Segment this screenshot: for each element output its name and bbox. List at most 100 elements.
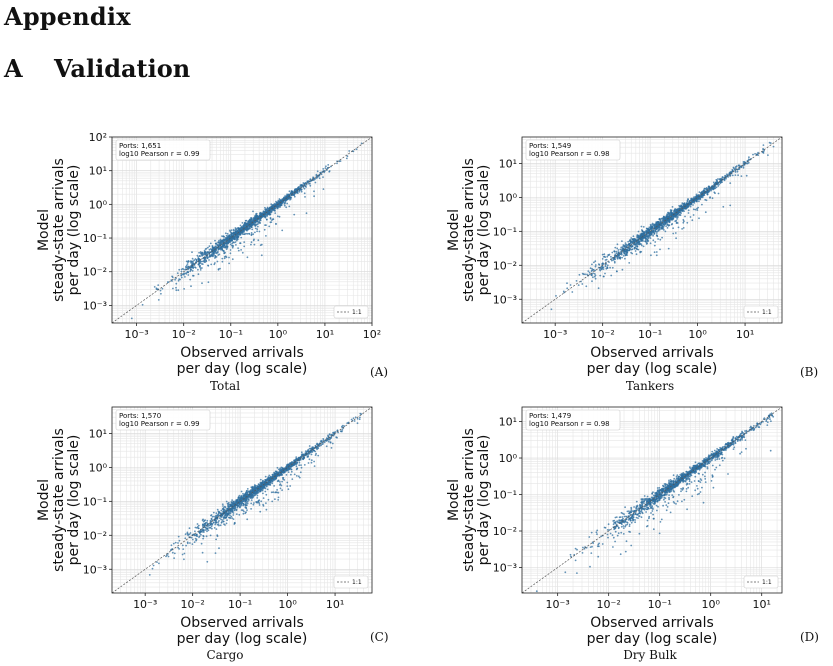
scatter-point	[227, 512, 230, 515]
scatter-point	[624, 242, 627, 244]
scatter-point	[286, 485, 289, 487]
scatter-point	[256, 223, 259, 226]
legend-label: 1:1	[762, 309, 772, 316]
stats-text: Ports: 1,651	[119, 142, 161, 150]
scatter-chart-dry-bulk: 10⁻³ 10⁻² 10⁻¹ 10⁰ 10¹10⁻³10⁻²10⁻¹10⁰10¹Obse…	[446, 406, 783, 647]
scatter-point	[167, 555, 170, 558]
scatter-point	[203, 252, 206, 254]
scatter-point	[222, 235, 225, 237]
scatter-point	[160, 292, 162, 295]
scatter-point	[694, 208, 697, 211]
scatter-point	[242, 512, 245, 515]
panel-caption-a: Total	[209, 379, 241, 393]
scatter-point	[157, 299, 160, 301]
scatter-point	[245, 498, 248, 500]
scatter-point	[213, 515, 215, 518]
scatter-point	[642, 245, 645, 248]
scatter-point	[668, 224, 670, 226]
scatter-point	[214, 255, 217, 257]
scatter-point	[698, 191, 701, 193]
scatter-point	[286, 193, 288, 196]
scatter-point	[313, 449, 315, 452]
scatter-point	[235, 231, 237, 234]
scatter-point	[178, 548, 181, 550]
scatter-point	[690, 197, 692, 200]
scatter-point	[578, 273, 581, 276]
scatter-point	[234, 241, 237, 243]
scatter-point	[209, 534, 212, 537]
y-tick-label: 10⁻¹	[83, 495, 107, 508]
scatter-point	[231, 246, 234, 249]
scatter-point	[250, 217, 253, 219]
scatter-point	[594, 264, 597, 266]
scatter-point	[213, 252, 216, 255]
scatter-point	[248, 226, 251, 229]
scatter-point	[310, 461, 313, 464]
appendix-heading: Appendix	[4, 2, 131, 31]
scatter-point	[274, 470, 277, 473]
scatter-point	[237, 247, 240, 249]
scatter-point	[230, 515, 233, 518]
scatter-point	[652, 229, 655, 232]
scatter-point	[193, 263, 196, 266]
scatter-point	[646, 239, 649, 241]
scatter-point	[211, 522, 214, 525]
y-tick-label: 10⁻²	[83, 266, 107, 279]
scatter-point	[272, 205, 275, 208]
scatter-point	[300, 466, 303, 469]
scatter-point	[290, 196, 293, 199]
scatter-point	[761, 151, 764, 154]
scatter-point	[262, 492, 264, 495]
scatter-point	[602, 268, 605, 270]
scatter-point	[178, 539, 181, 542]
scatter-point	[623, 252, 626, 255]
scatter-point	[622, 247, 624, 250]
scatter-point	[275, 472, 278, 475]
scatter-point	[244, 494, 247, 496]
scatter-point	[651, 225, 654, 228]
scatter-point	[346, 155, 349, 158]
scatter-point	[238, 513, 241, 516]
scatter-point	[230, 229, 233, 232]
scatter-point	[217, 243, 220, 246]
scatter-point	[355, 148, 358, 151]
scatter-point	[217, 241, 220, 243]
panel-label-a: (A)	[370, 365, 389, 379]
scatter-point	[253, 243, 256, 246]
scatter-point	[280, 204, 283, 207]
scatter-point	[736, 170, 739, 173]
scatter-point	[185, 260, 188, 263]
scatter-point	[220, 521, 223, 523]
scatter-point	[278, 484, 281, 486]
scatter-point	[285, 206, 288, 209]
scatter-point	[156, 561, 158, 563]
scatter-point	[611, 251, 614, 254]
scatter-point	[679, 208, 682, 210]
x-tick-label: 10⁻²	[181, 598, 205, 611]
scatter-point	[201, 254, 204, 257]
scatter-point	[175, 282, 178, 285]
scatter-point	[766, 424, 769, 426]
scatter-point	[259, 213, 262, 216]
scatter-point	[652, 223, 655, 226]
scatter-point	[183, 552, 186, 555]
scatter-point	[251, 228, 254, 231]
scatter-point	[256, 228, 259, 231]
scatter-point	[222, 505, 224, 507]
scatter-point	[252, 494, 255, 496]
data-points	[550, 141, 775, 311]
scatter-point	[603, 253, 606, 256]
scatter-point	[584, 273, 586, 276]
scatter-point	[267, 208, 270, 210]
scatter-point	[298, 457, 300, 459]
scatter-point	[260, 481, 263, 484]
scatter-point	[243, 241, 246, 243]
scatter-point	[217, 248, 220, 251]
scatter-point	[293, 459, 296, 462]
scatter-point	[298, 188, 300, 191]
scatter-point	[250, 508, 253, 510]
scatter-point	[258, 221, 260, 224]
scatter-point	[234, 507, 237, 510]
scatter-point	[332, 434, 335, 437]
scatter-point	[231, 507, 234, 510]
